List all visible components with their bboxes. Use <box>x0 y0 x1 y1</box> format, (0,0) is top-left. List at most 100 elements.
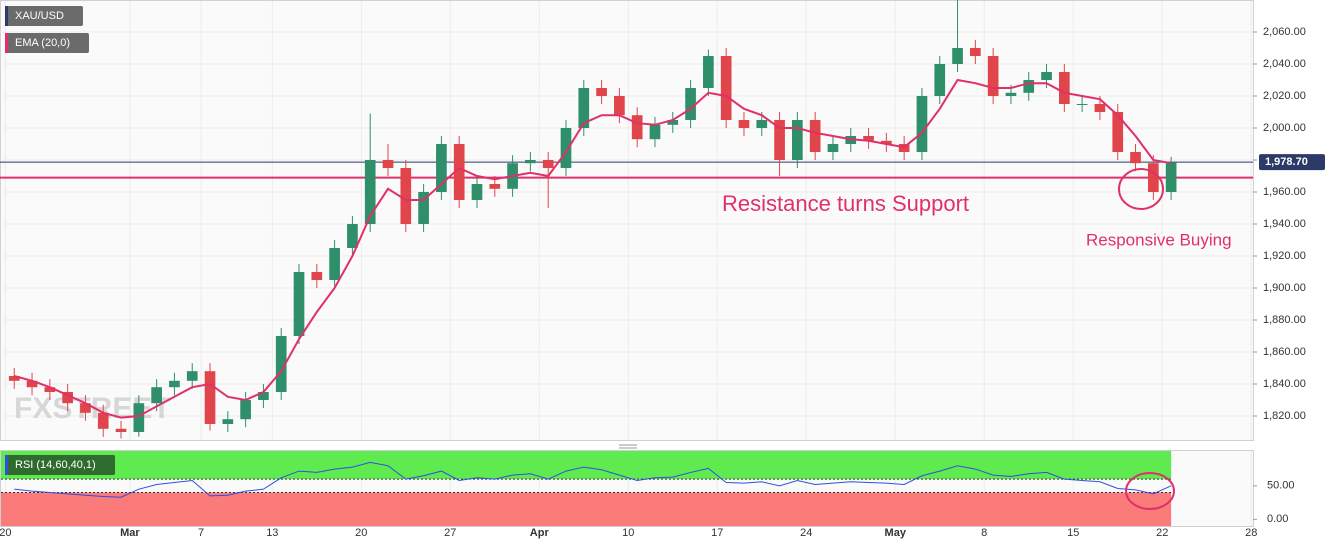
candle-body <box>489 184 501 189</box>
candle-body <box>222 419 234 424</box>
candle-body <box>667 120 679 125</box>
candle-body <box>347 224 358 248</box>
candle-body <box>453 144 465 200</box>
rsi-line <box>14 461 1172 498</box>
candle-body <box>329 248 340 280</box>
x-tick-label: 15 <box>1067 527 1079 539</box>
x-tick-label: 7 <box>198 527 204 539</box>
candle-body <box>400 168 412 224</box>
watermark: FXSTREET <box>14 392 171 425</box>
candle-body <box>62 392 73 404</box>
y-tick-label: 2,000.00 <box>1263 122 1306 134</box>
y-tick-label: 1,880.00 <box>1263 314 1306 326</box>
candle-body <box>916 96 928 152</box>
candle-body <box>293 272 305 336</box>
candle-body <box>863 136 874 141</box>
candle-body <box>631 115 643 140</box>
legend-label: XAU/USD <box>15 10 64 22</box>
candle-body <box>792 120 803 160</box>
ema-line <box>13 78 1172 419</box>
candle-body <box>186 371 198 381</box>
candle-body <box>133 403 145 432</box>
y-tick-label: 1,820.00 <box>1263 410 1306 422</box>
rsi-layer: 0.00 50.00 <box>1 451 1295 526</box>
candle-body <box>685 88 696 120</box>
candle-body <box>774 120 785 160</box>
y-tick-label: 2,040.00 <box>1263 58 1306 70</box>
candle-body <box>1094 104 1106 112</box>
panel-divider-handle[interactable] <box>619 444 637 449</box>
legend-box <box>5 6 83 26</box>
candle-body <box>204 371 216 424</box>
candle-body <box>80 403 91 413</box>
candle-body <box>97 412 109 429</box>
x-tick-label: Apr <box>530 527 550 539</box>
candle-body <box>720 56 732 120</box>
candle-body <box>614 96 625 116</box>
candle-body <box>952 48 963 64</box>
candle-body <box>756 120 768 128</box>
x-tick-label: 28 <box>1245 527 1257 539</box>
candle-body <box>115 428 127 432</box>
y-tick-label: 1,940.00 <box>1263 218 1306 230</box>
candle-body <box>471 184 483 200</box>
candle-body <box>542 160 554 168</box>
x-tick-label: 8 <box>981 527 987 539</box>
candle-body <box>1165 162 1177 192</box>
x-tick-label: May <box>885 527 907 539</box>
y-tick-label: 1,860.00 <box>1263 346 1306 358</box>
candle-body <box>240 400 251 420</box>
annotation: Resistance turns Support <box>722 191 969 216</box>
candle-body <box>525 160 536 164</box>
x-tick-label: 13 <box>266 527 278 539</box>
candle-body <box>578 88 590 128</box>
candle-body <box>436 144 447 192</box>
rsi-lower-band <box>1 492 1172 526</box>
candle-body <box>703 56 714 88</box>
candle-body <box>809 120 821 152</box>
x-tick-label: 20 <box>355 527 367 539</box>
candle-body <box>970 48 981 56</box>
candle-body <box>1147 163 1159 192</box>
last-price-label: 1,978.70 <box>1265 156 1308 168</box>
candle-body <box>1058 72 1070 104</box>
candle-body <box>364 160 376 224</box>
candle-body <box>382 160 394 168</box>
legend-swatch <box>5 6 8 26</box>
y-tick-label: 1,920.00 <box>1263 250 1306 262</box>
candle-body <box>275 336 287 392</box>
legend-box <box>5 455 115 475</box>
x-tick-label: 27 <box>444 527 456 539</box>
candle-body <box>1112 112 1124 152</box>
y-tick-label: 2,020.00 <box>1263 90 1306 102</box>
candle-body <box>827 144 839 152</box>
candle-body <box>311 272 323 280</box>
x-tick-label: 22 <box>1156 527 1168 539</box>
candle-body <box>26 380 38 388</box>
x-tick-label: 17 <box>711 527 723 539</box>
candle-body <box>987 56 999 96</box>
x-tick-label: 10 <box>622 527 634 539</box>
candle-body <box>151 387 162 404</box>
legend-swatch <box>5 33 8 53</box>
y-tick-label: 1,900.00 <box>1263 282 1306 294</box>
candle-body <box>169 380 180 388</box>
highlight-circle <box>1125 472 1175 510</box>
y-tick-label: 1,960.00 <box>1263 186 1306 198</box>
legend-label: EMA (20,0) <box>15 37 70 49</box>
candle-body <box>1023 80 1035 93</box>
legend-label: RSI (14,60,40,1) <box>15 459 96 471</box>
candle-body <box>649 124 661 140</box>
y-tick-label: 2,060.00 <box>1263 26 1306 38</box>
candle-body <box>738 120 750 128</box>
candle-body <box>1130 152 1141 164</box>
candle-body <box>1005 92 1017 96</box>
candle-body <box>881 140 892 144</box>
candle-body <box>596 88 607 96</box>
last-price-tag <box>1259 154 1325 171</box>
y-tick-label: 0.00 <box>1267 513 1288 525</box>
candle-body <box>560 128 572 168</box>
candle-body <box>258 392 269 400</box>
highlight-circle <box>1118 168 1164 210</box>
